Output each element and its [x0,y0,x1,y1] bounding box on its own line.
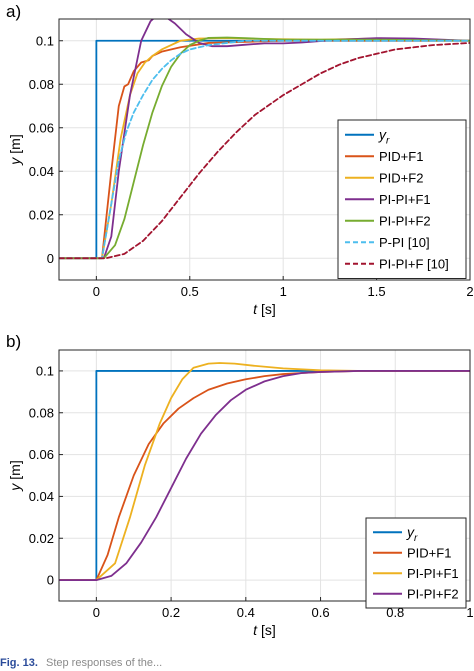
series-line-5 [59,39,470,260]
x-tick-label: 0 [93,284,100,299]
legend-entry-name: PI-PI+F2 [407,586,459,601]
y-axis-var: y [7,483,23,492]
y-axis-label: y [m] [7,460,23,491]
legend-entry-name: y [406,524,415,540]
x-axis-var: t [253,622,258,638]
legend-entry-subscript: r [386,135,390,146]
y-axis-label: y [m] [7,134,23,165]
x-tick-label: 2 [466,284,473,299]
legend-entry-name: y [378,126,387,142]
y-tick-label: 0.1 [36,33,54,48]
chart-panel-a: a)0 0.5 1 1.5 200.020.040.060.080.1t [s]y[m]y… [6,2,474,317]
legend-entry: PI-PI+F1 [379,192,431,207]
y-tick-label: 0.1 [36,363,54,378]
x-tick-label: 1 [280,284,287,299]
x-tick-label: 0.8 [386,605,404,620]
legend-entry: yr [378,126,390,146]
legend-entry-name: PI-PI+F2 [379,213,431,228]
y-axis-var: y [7,157,23,166]
y-tick-label: 0.04 [29,489,54,504]
series-line-2 [59,362,470,581]
caption-fig-label: Fig. 13. [0,657,38,669]
legend-entry: PI-PI+F1 [407,566,459,581]
legend-entry: PID+F2 [379,170,423,185]
legend-entry-name: PID+F2 [379,170,423,185]
axes-box [58,349,471,602]
series-line-4 [59,36,470,260]
y-tick-label: 0 [47,251,54,266]
legend-entry: P-PI [10] [379,235,430,250]
legend-entry: PID+F1 [379,149,423,164]
y-tick-label: 0.02 [29,207,54,222]
series-line-6 [59,42,470,260]
legend-entry-name: PID+F1 [407,545,451,560]
y-tick-label: 0 [47,573,54,588]
caption-fragment: Step responses of the... [46,657,162,669]
legend-entry-name: PI-PI+F [10] [379,256,449,271]
y-axis-unit: [m] [7,460,23,479]
legend-entry: PI-PI+F [10] [379,256,449,271]
y-tick-label: 0.08 [29,77,54,92]
legend-entry-name: PID+F1 [379,149,423,164]
legend-entry: PI-PI+F2 [407,586,459,601]
legend-entry-name: PI-PI+F1 [407,566,459,581]
panel-label: b) [6,332,21,351]
series-line-3 [59,370,470,581]
x-tick-label: 1 [466,605,473,620]
panel-label: a) [6,2,21,21]
x-tick-label: 0 [93,605,100,620]
x-tick-label: 0.4 [237,605,255,620]
y-tick-label: 0.02 [29,531,54,546]
x-axis-unit: [s] [261,622,276,638]
x-axis-var: t [253,301,258,317]
x-tick-label: 0.6 [312,605,330,620]
x-tick-label: 0.2 [162,605,180,620]
legend: yr PID+F1 PID+F2 PI-PI+F1 PI-PI+F2 P-PI [10] P… [337,119,467,279]
legend-entry-subscript: r [414,533,418,544]
series-group [59,19,470,260]
y-tick-label: 0.06 [29,120,54,135]
y-axis-unit: [m] [7,134,23,153]
series-group [59,362,470,581]
y-tick-label: 0.08 [29,405,54,420]
y-tick-label: 0.04 [29,164,54,179]
x-tick-label: 0.5 [181,284,199,299]
x-axis-label: t [s] [253,301,276,317]
chart-panel-b: b) 0 0.2 0.4 0.6 0.8 1 0 0.02 0.04 0.06 0.08 0.1 t [s]… [6,332,474,638]
x-tick-label: 1.5 [368,284,386,299]
legend-entry-name: PI-PI+F1 [379,192,431,207]
legend-entry-name: P-PI [10] [379,235,430,250]
x-axis-label: t [s] [253,622,276,638]
axes-box [58,18,471,281]
legend-entry: yr [406,524,418,544]
x-axis-unit: [s] [261,301,276,317]
legend-entry: PI-PI+F2 [379,213,431,228]
legend-entry: PID+F1 [407,545,451,560]
y-tick-label: 0.06 [29,447,54,462]
